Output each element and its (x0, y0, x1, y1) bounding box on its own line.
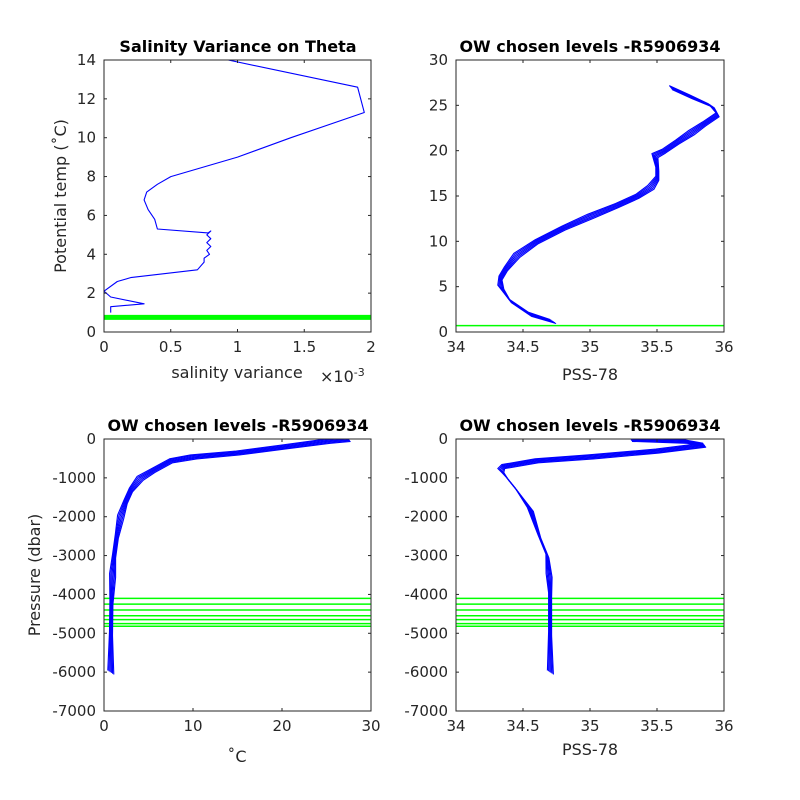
plot-area: 34 34.5 35 35.5 36 0 5 10 15 20 25 30 (429, 51, 734, 356)
chart-title: OW chosen levels -R5906934 (459, 416, 720, 435)
y-tick-label: 15 (429, 187, 448, 205)
y-tick-label: 2 (86, 284, 96, 302)
x-tick-label: 30 (361, 717, 380, 735)
x-tick-label: 10 (183, 717, 202, 735)
x-axis-label: PSS-78 (562, 365, 618, 384)
y-tick-label: 12 (77, 90, 96, 108)
x-tick-label: 0 (99, 338, 109, 356)
axes-frame (103, 438, 372, 712)
y-axis-label: Pressure (dbar) (25, 514, 44, 637)
x-axis-label: PSS-78 (562, 740, 618, 759)
series-line (108, 439, 346, 672)
y-tick-label: 0 (86, 323, 96, 341)
series-line (104, 60, 365, 313)
data-layer (456, 85, 724, 327)
y-tick-label: 6 (86, 206, 96, 224)
series-line (498, 85, 718, 321)
y-tick-label: -4000 (52, 585, 96, 603)
series-line (109, 439, 349, 673)
chart-title: OW chosen levels -R5906934 (459, 37, 720, 56)
x-tick-label: 34 (446, 717, 465, 735)
plot-area: 0 10 20 30 -7000 -6000 -5000 -4000 -3000 -2000 -10… (52, 430, 380, 735)
series-line (107, 439, 335, 671)
x-tick-label: 1 (233, 338, 243, 356)
x-tick-label: 35 (580, 717, 599, 735)
x-tick-label: 20 (272, 717, 291, 735)
series-line (110, 439, 350, 673)
y-tick-label: 0 (438, 323, 448, 341)
x-tick-label: 0.5 (159, 338, 183, 356)
y-tick-label: -5000 (404, 624, 448, 642)
series-line (499, 86, 718, 322)
y-tick-label: 10 (77, 129, 96, 147)
y-tick-label: 30 (429, 51, 448, 69)
panel-salinity-pressure: OW chosen levels -R5906934 34 34.5 35 35.5 3… (404, 416, 733, 759)
y-tick-label: 5 (438, 278, 448, 296)
x-tick-label: 1.5 (292, 338, 316, 356)
y-tick-label: -1000 (52, 469, 96, 487)
plot-area: 34 34.5 35 35.5 36 -7000 -6000 -5000 -4000 -3000 -… (404, 430, 733, 735)
panel-salinity-variance: Salinity Variance on Theta 0 0.5 1 1.5 2 0 2 4 6… (51, 37, 376, 386)
data-layer (456, 439, 724, 675)
y-tick-label: -7000 (52, 702, 96, 720)
y-tick-label: -3000 (404, 547, 448, 565)
x-tick-label: 36 (714, 717, 733, 735)
plot-area: 0 0.5 1 1.5 2 0 2 4 6 8 10 12 14 (77, 51, 376, 356)
y-tick-label: -2000 (52, 508, 96, 526)
y-tick-label: 25 (429, 96, 448, 114)
series-line (503, 440, 707, 675)
y-tick-label: -2000 (404, 508, 448, 526)
chart-title: Salinity Variance on Theta (119, 37, 356, 56)
x-axis-multiplier-exponent: -3 (354, 366, 365, 379)
y-tick-label: 0 (86, 430, 96, 448)
x-tick-label: 34.5 (506, 338, 539, 356)
x-axis-multiplier-base: ×10 (320, 367, 354, 386)
y-tick-label: 14 (77, 51, 96, 69)
x-tick-label: 35.5 (640, 717, 673, 735)
series-line (497, 85, 717, 321)
y-tick-label: 20 (429, 142, 448, 160)
x-tick-label: 0 (99, 717, 109, 735)
panel-temperature-pressure: OW chosen levels -R5906934 0 10 20 30 -7000 -… (25, 416, 381, 766)
y-tick-label: -3000 (52, 547, 96, 565)
x-tick-label: 36 (714, 338, 733, 356)
y-tick-label: 0 (438, 430, 448, 448)
x-tick-label: 34 (446, 338, 465, 356)
y-tick-label: -4000 (404, 585, 448, 603)
series-line (111, 440, 350, 674)
chart-title: OW chosen levels -R5906934 (107, 416, 368, 435)
y-tick-label: -5000 (52, 624, 96, 642)
x-tick-label: 35.5 (640, 338, 673, 356)
y-tick-label: -1000 (404, 469, 448, 487)
series-line (111, 440, 351, 675)
series-line (501, 89, 720, 325)
series-line (500, 87, 719, 323)
y-tick-label: -6000 (52, 663, 96, 681)
y-tick-label: 4 (86, 245, 96, 263)
x-tick-label: 34.5 (506, 717, 539, 735)
panel-salinity-theta: OW chosen levels -R5906934 34 34.5 35 35.5 3… (429, 37, 734, 384)
x-axis-label: salinity variance (171, 363, 302, 382)
x-tick-label: 35 (580, 338, 599, 356)
x-tick-label: 2 (366, 338, 376, 356)
y-tick-label: 10 (429, 232, 448, 250)
x-axis-multiplier: ×10-3 (320, 366, 365, 386)
y-tick-label: -6000 (404, 663, 448, 681)
y-tick-label: -7000 (404, 702, 448, 720)
data-layer (104, 60, 371, 320)
y-tick-label: 8 (86, 168, 96, 186)
y-axis-label: Potential temp (˚C) (51, 119, 70, 273)
data-layer (104, 439, 371, 675)
x-axis-label: ˚C (227, 747, 246, 766)
